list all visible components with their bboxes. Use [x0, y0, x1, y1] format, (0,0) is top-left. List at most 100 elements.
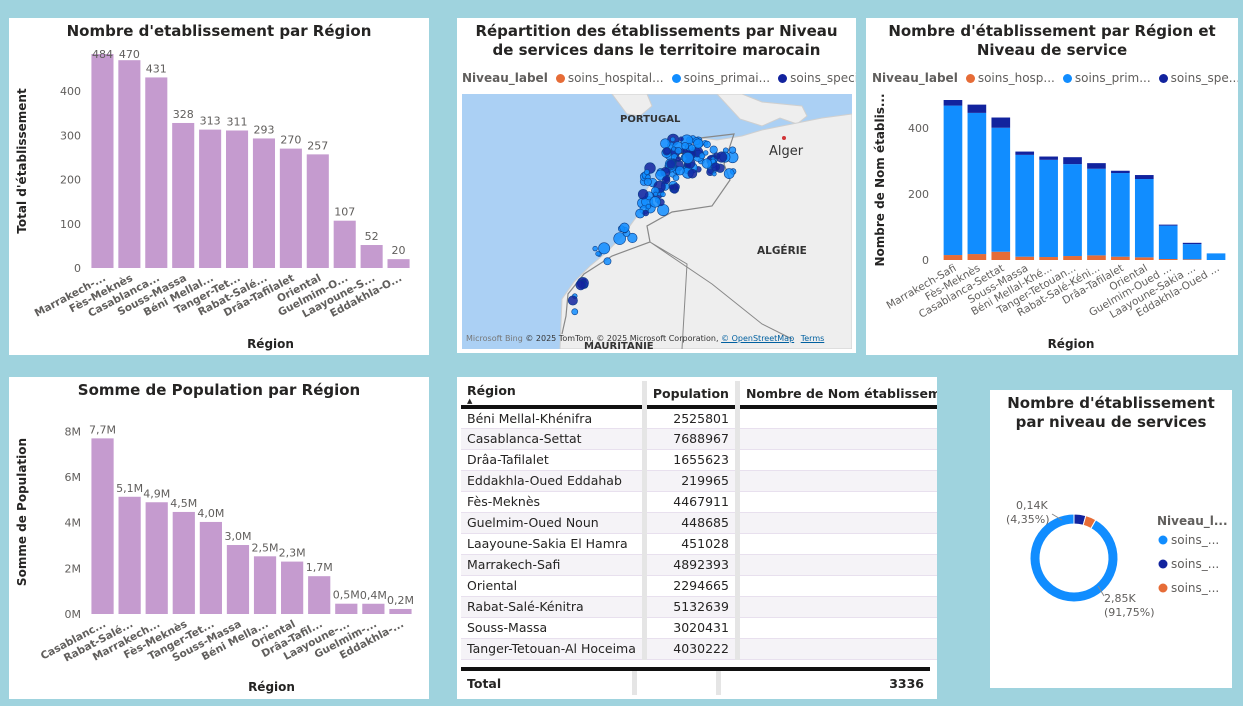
data-label: 2,5M: [252, 541, 279, 554]
legend-item[interactable]: soins_spe...: [1170, 71, 1238, 85]
y-tick-label: 200: [908, 188, 929, 201]
map-dot: [657, 203, 670, 216]
stacked-bar-chart: 0200400Marrakech-SafiFès-MeknèsCasablanc…: [873, 93, 1226, 351]
table-row[interactable]: Laayoune-Sakia El Hamra45102852: [461, 533, 937, 555]
sort-arrow-icon[interactable]: ▲: [467, 396, 473, 405]
total-etab: 3336: [889, 675, 924, 691]
data-label-percent: (4,35%): [1006, 513, 1050, 526]
data-label: 4,5M: [170, 497, 197, 510]
table-row[interactable]: Fès-Meknès4467911470: [461, 491, 937, 513]
chart-panel-population[interactable]: Somme de Population par Région 0M 2M 4M 6M 8…: [9, 377, 429, 699]
map-dot: [567, 295, 578, 306]
legend-dot-hosp: [555, 74, 565, 83]
map-title: Répartition des établissements par Nivea…: [475, 22, 838, 59]
map-dot: [703, 150, 709, 156]
table-row[interactable]: Casablanca-Settat7688967431: [461, 428, 937, 450]
data-label: 0,14K: [1016, 499, 1048, 512]
legend-dot: [1158, 583, 1168, 593]
map-canvas[interactable]: PORTUGAL G Alger ALGÉRIE MAURITANIE: [462, 94, 852, 349]
map-dot: [637, 188, 649, 200]
bar-segment: [1111, 173, 1130, 257]
cell-etab: 313: [737, 407, 937, 429]
copyright: © 2025 TomTom, © 2025 Microsoft Corporat…: [525, 334, 719, 343]
bar-segment: [1158, 225, 1178, 260]
bar: [172, 122, 195, 268]
table-row[interactable]: Oriental2294665257: [461, 575, 937, 597]
bar: [226, 130, 249, 268]
map-dot: [619, 222, 630, 233]
legend-item[interactable]: soins_hosp...: [977, 71, 1055, 85]
table-row[interactable]: Drâa-Tafilalet1655623270: [461, 449, 937, 471]
legend-item[interactable]: soins_speci...: [790, 71, 856, 85]
bar-segment: [1087, 255, 1106, 260]
capital-dot: [782, 136, 786, 140]
table-row[interactable]: Rabat-Salé-Kénitra5132639293: [461, 596, 937, 618]
y-axis-title: Nombre de Nom établis...: [873, 93, 887, 266]
label-leader: [1051, 513, 1063, 521]
cell-population: 4030222: [644, 638, 740, 660]
cell-region: Fès-Meknès: [461, 491, 647, 513]
map-dot: [592, 245, 598, 252]
legend-dot-prim: [1062, 74, 1072, 83]
table-row[interactable]: Tanger-Tetouan-Al Hoceima4030222311: [461, 638, 937, 660]
cell-etab: 257: [737, 575, 937, 597]
table-panel[interactable]: Région ▲ Population Nombre de Nom établis…: [457, 377, 937, 699]
column-header-etab[interactable]: Nombre de Nom établissement: [745, 385, 937, 401]
column-header-region[interactable]: Région ▲: [461, 381, 647, 407]
table-row[interactable]: Eddakhla-Oued Eddahab21996520: [461, 470, 937, 492]
bar-segment: [1206, 253, 1226, 260]
bar-segment: [1158, 259, 1178, 260]
data-label: 20: [392, 244, 406, 257]
legend-title: Niveau_l...: [1157, 514, 1228, 529]
establishment-dots: [567, 133, 739, 316]
bar: [253, 556, 277, 614]
column-header-population[interactable]: Population: [644, 381, 740, 407]
data-label: 3,0M: [224, 530, 251, 543]
table-row[interactable]: Souss-Massa3020431328: [461, 617, 937, 639]
legend-dot-spec: [778, 74, 788, 83]
bar-segment: [943, 105, 963, 256]
y-axis-title: Total d'établissement: [15, 88, 29, 234]
cell-population: 7688967: [644, 428, 740, 450]
cell-etab: 107: [737, 512, 937, 534]
legend-item[interactable]: soins_primai...: [683, 71, 771, 85]
table-row[interactable]: Marrakech-Safi4892393484: [461, 554, 937, 576]
map-panel[interactable]: Répartition des établissements par Nivea…: [457, 18, 856, 353]
y-axis-title: Somme de Population: [15, 438, 29, 586]
legend-item[interactable]: soins_hospital...: [567, 71, 664, 85]
terms-link[interactable]: Terms: [800, 334, 825, 343]
chart-panel-etab-region[interactable]: Nombre d'etablissement par Région 0 100 20…: [9, 18, 429, 355]
land-africa: [559, 113, 852, 349]
bar-segment: [1111, 170, 1130, 174]
cell-etab: 270: [737, 449, 937, 471]
bar-segment: [1039, 257, 1058, 260]
table-row[interactable]: Béni Mellal-Khénifra2525801313: [461, 407, 937, 429]
y-tick-label: 0: [922, 254, 929, 267]
data-label: 0,5M: [333, 589, 360, 602]
map-dot: [644, 169, 650, 175]
data-label-percent: (91,75%): [1104, 606, 1155, 619]
bar-segment: [1015, 154, 1035, 257]
osm-link[interactable]: © OpenStreetMap: [721, 334, 795, 343]
table-body: Béni Mellal-Khénifra2525801313Casablanca…: [461, 407, 937, 660]
bar: [281, 561, 304, 614]
land-iberia-west: [611, 94, 653, 117]
bar-segment: [1111, 256, 1130, 260]
map-dot: [672, 174, 680, 181]
place-alger: Alger: [769, 144, 804, 159]
data-label: 52: [365, 230, 379, 243]
morocco-border: [561, 133, 735, 335]
bar-segment: [1015, 256, 1035, 260]
bar-chart-etab-region: 0100200300400484Marrakech-...470Fès-Mekn…: [15, 48, 410, 351]
data-label: 293: [253, 123, 274, 136]
chart-panel-donut[interactable]: Nombre d'établissement par niveau de ser…: [990, 390, 1232, 688]
map-dot: [627, 232, 638, 244]
map-dot: [649, 196, 661, 208]
cell-etab: 328: [737, 617, 937, 639]
table-row[interactable]: Guelmim-Oued Noun448685107: [461, 512, 937, 534]
legend-item[interactable]: soins_prim...: [1074, 71, 1151, 85]
chart-panel-etab-region-niveau[interactable]: Nombre d'établissement par Région et Niv…: [866, 18, 1238, 355]
donut-slice: [1029, 513, 1119, 603]
y-tick-label: 300: [60, 129, 81, 142]
cell-population: 4467911: [644, 491, 740, 513]
